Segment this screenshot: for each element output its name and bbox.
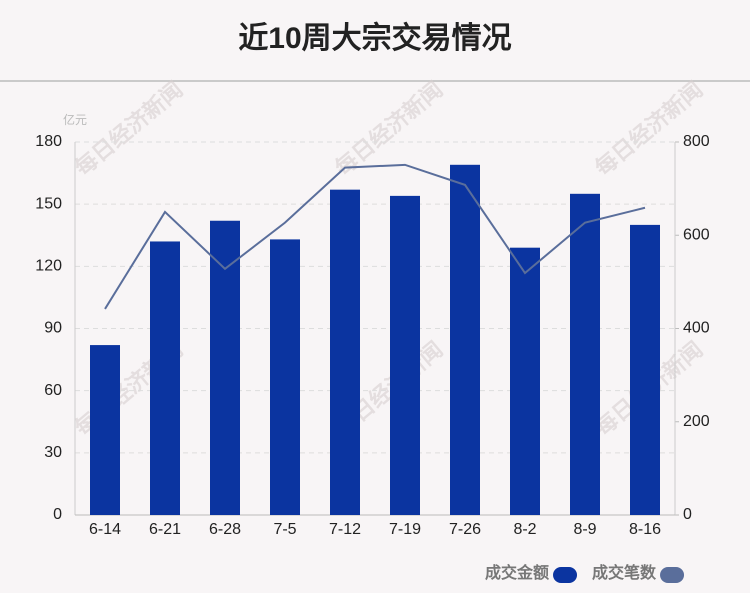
y-tick-label: 0 bbox=[53, 506, 62, 523]
chart-title: 近10周大宗交易情况 bbox=[238, 21, 511, 55]
bar bbox=[630, 224, 660, 515]
legend-label: 成交笔数 bbox=[592, 563, 657, 582]
x-tick-label: 6-14 bbox=[89, 521, 121, 538]
x-tick-label: 7-26 bbox=[449, 521, 481, 538]
x-tick-label: 7-19 bbox=[389, 521, 421, 538]
y2-tick-label: 800 bbox=[683, 133, 710, 150]
y-unit: 亿元 bbox=[63, 112, 87, 127]
x-tick-label: 6-21 bbox=[149, 521, 181, 538]
x-tick-label: 8-16 bbox=[629, 521, 661, 538]
x-tick-label: 8-2 bbox=[513, 521, 536, 538]
bar bbox=[390, 195, 420, 515]
legend-swatch bbox=[553, 567, 578, 583]
y-tick-label: 60 bbox=[44, 382, 62, 399]
y2-tick-label: 400 bbox=[683, 320, 710, 337]
x-tick-label: 7-5 bbox=[273, 521, 296, 538]
y-tick-label: 180 bbox=[35, 133, 62, 150]
bar bbox=[150, 241, 180, 515]
x-tick-label: 7-12 bbox=[329, 521, 361, 538]
bar bbox=[510, 247, 540, 515]
y2-tick-label: 200 bbox=[683, 413, 710, 430]
y-tick-label: 30 bbox=[44, 444, 62, 461]
x-tick-label: 6-28 bbox=[209, 521, 241, 538]
bar bbox=[210, 220, 240, 515]
y-tick-label: 150 bbox=[35, 195, 62, 212]
y-tick-label: 90 bbox=[44, 320, 62, 337]
bar bbox=[270, 239, 300, 515]
bar bbox=[570, 193, 600, 516]
bar bbox=[330, 189, 360, 515]
y2-tick-label: 600 bbox=[683, 226, 710, 243]
bar bbox=[90, 345, 120, 515]
x-tick-label: 8-9 bbox=[573, 521, 596, 538]
y2-tick-label: 0 bbox=[683, 506, 692, 523]
legend-swatch bbox=[660, 567, 685, 583]
legend-label: 成交金额 bbox=[485, 563, 549, 582]
bar bbox=[450, 164, 480, 516]
line bbox=[104, 163, 646, 310]
y-tick-label: 120 bbox=[35, 258, 62, 275]
